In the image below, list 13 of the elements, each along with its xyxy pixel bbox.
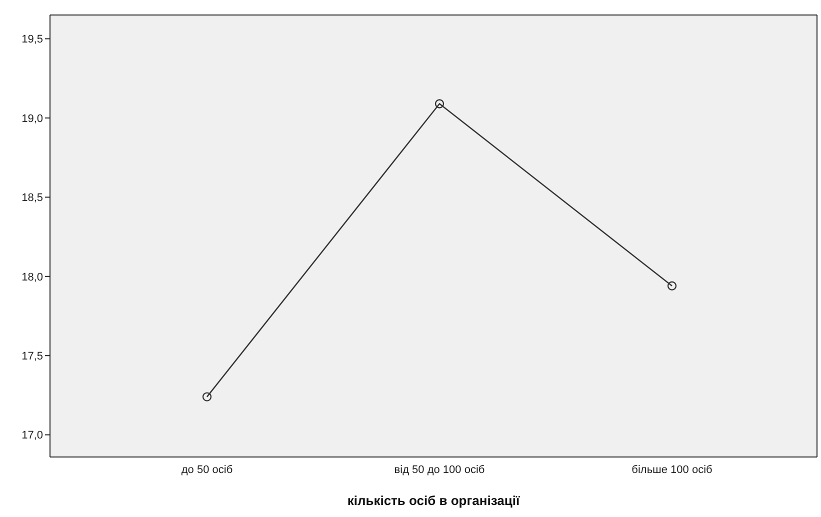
point	[202, 392, 212, 402]
y-tick-label: 19,5	[22, 34, 43, 46]
x-tick-label: більше 100 осіб	[632, 464, 712, 476]
y-tick-label: 18,0	[22, 271, 43, 284]
y-tick-label: 17,5	[22, 350, 43, 363]
point	[667, 281, 677, 291]
y-tick-label: 18,5	[22, 192, 43, 204]
point	[434, 99, 444, 108]
x-tick-label: від 50 до 100 осіб	[394, 464, 485, 476]
y-tick-label: 19,0	[22, 112, 43, 125]
x-tick-label: до 50 осіб	[181, 464, 233, 476]
y-tick-label: 17,0	[22, 430, 43, 442]
x-axis-title: кількість осіб в організації	[347, 493, 520, 508]
